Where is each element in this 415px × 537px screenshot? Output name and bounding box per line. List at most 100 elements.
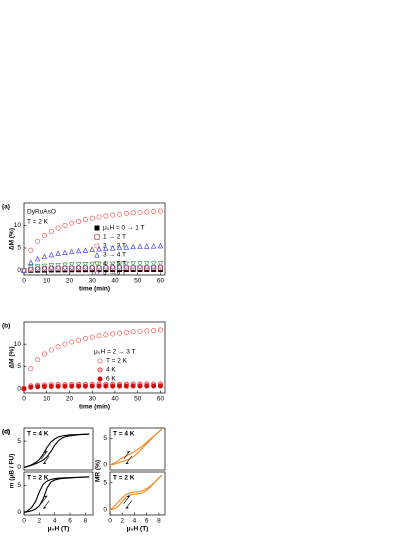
marker bbox=[96, 246, 102, 252]
legend-swatch bbox=[97, 367, 103, 373]
marker bbox=[110, 264, 116, 270]
marker bbox=[55, 250, 61, 256]
marker bbox=[21, 267, 27, 274]
x-tick-label: 2 bbox=[38, 518, 42, 525]
marker bbox=[69, 248, 75, 255]
x-tick-label: 30 bbox=[89, 278, 97, 285]
marker bbox=[41, 384, 47, 390]
legend-label: 1 → 2 T bbox=[103, 234, 126, 241]
marker bbox=[62, 383, 68, 389]
marker bbox=[151, 383, 157, 389]
marker bbox=[123, 329, 129, 335]
marker bbox=[69, 264, 75, 271]
x-tick-label: 4 bbox=[53, 518, 57, 525]
y-axis-label: ΔM (%) bbox=[9, 346, 16, 368]
x-tick-label: 50 bbox=[134, 396, 142, 403]
x-tick-label: 60 bbox=[157, 396, 165, 403]
marker bbox=[82, 264, 89, 270]
y-axis-label: m (μB / FU) bbox=[9, 454, 16, 489]
y-tick-label: 5 bbox=[17, 482, 21, 489]
marker bbox=[103, 245, 109, 251]
marker bbox=[123, 244, 130, 250]
annotation: T = 2 K bbox=[27, 219, 49, 226]
marker bbox=[103, 261, 109, 268]
x-tick-label: 8 bbox=[84, 518, 88, 525]
marker bbox=[117, 383, 123, 389]
y-axis-label: ΔM (%) bbox=[9, 228, 16, 250]
marker bbox=[110, 383, 116, 389]
marker bbox=[55, 383, 61, 389]
marker bbox=[110, 261, 116, 267]
marker bbox=[35, 265, 41, 272]
x-tick-label: 0 bbox=[22, 396, 26, 403]
x-tick-label: 30 bbox=[89, 396, 97, 403]
arrow-head bbox=[125, 462, 129, 465]
marker bbox=[157, 264, 164, 270]
curve bbox=[23, 476, 90, 513]
arrow-head bbox=[125, 506, 129, 509]
marker bbox=[110, 212, 116, 218]
y-tick-label: 10 bbox=[14, 341, 22, 348]
y-tick-label: 0 bbox=[17, 509, 21, 516]
arrow-head bbox=[43, 506, 47, 509]
marker bbox=[41, 351, 47, 357]
marker bbox=[21, 386, 27, 392]
x-axis-label: μ₀H (T) bbox=[127, 526, 149, 533]
x-tick-label: 6 bbox=[68, 518, 72, 525]
marker bbox=[103, 332, 109, 338]
marker bbox=[103, 383, 109, 389]
arrow bbox=[125, 455, 132, 465]
marker bbox=[69, 383, 75, 389]
x-tick-label: 6 bbox=[145, 518, 149, 525]
marker bbox=[75, 264, 82, 271]
x-tick-label: 60 bbox=[157, 278, 165, 285]
marker bbox=[150, 243, 157, 249]
marker bbox=[157, 261, 164, 267]
marker bbox=[35, 238, 41, 244]
marker bbox=[96, 333, 102, 339]
plot-frame bbox=[23, 471, 94, 516]
marker bbox=[157, 242, 164, 249]
y-tick-label: 0 bbox=[103, 506, 107, 513]
marker bbox=[157, 327, 163, 333]
marker bbox=[137, 328, 143, 334]
marker bbox=[69, 262, 75, 268]
x-tick-label: 20 bbox=[66, 396, 74, 403]
marker bbox=[103, 213, 109, 219]
marker bbox=[41, 265, 48, 271]
marker bbox=[28, 384, 34, 390]
marker bbox=[116, 261, 123, 267]
annotation: T = 2 K bbox=[27, 475, 49, 482]
x-tick-label: 40 bbox=[111, 278, 119, 285]
arrow-head bbox=[44, 451, 48, 454]
marker bbox=[144, 328, 150, 334]
legend-swatch bbox=[97, 358, 103, 364]
legend-label: 5 → 6 T bbox=[103, 270, 126, 277]
marker bbox=[35, 384, 41, 390]
marker bbox=[55, 265, 61, 271]
marker bbox=[144, 264, 150, 270]
marker bbox=[144, 383, 150, 389]
marker bbox=[144, 243, 150, 249]
marker bbox=[89, 264, 95, 270]
marker bbox=[69, 339, 75, 345]
marker bbox=[144, 261, 150, 267]
marker bbox=[48, 265, 54, 271]
arrow-head bbox=[43, 462, 47, 465]
plot-frame bbox=[23, 427, 94, 471]
curve bbox=[109, 474, 163, 511]
legend-swatch bbox=[94, 225, 100, 231]
plot-frame bbox=[109, 471, 166, 516]
marker bbox=[123, 383, 129, 389]
arrow bbox=[125, 500, 132, 509]
legend-swatch bbox=[94, 270, 100, 276]
marker bbox=[75, 262, 82, 268]
marker bbox=[35, 357, 41, 363]
marker bbox=[82, 262, 89, 268]
marker bbox=[82, 247, 89, 253]
marker bbox=[76, 383, 82, 389]
marker bbox=[62, 341, 68, 347]
curve bbox=[109, 428, 163, 466]
plot-frame bbox=[23, 202, 166, 276]
